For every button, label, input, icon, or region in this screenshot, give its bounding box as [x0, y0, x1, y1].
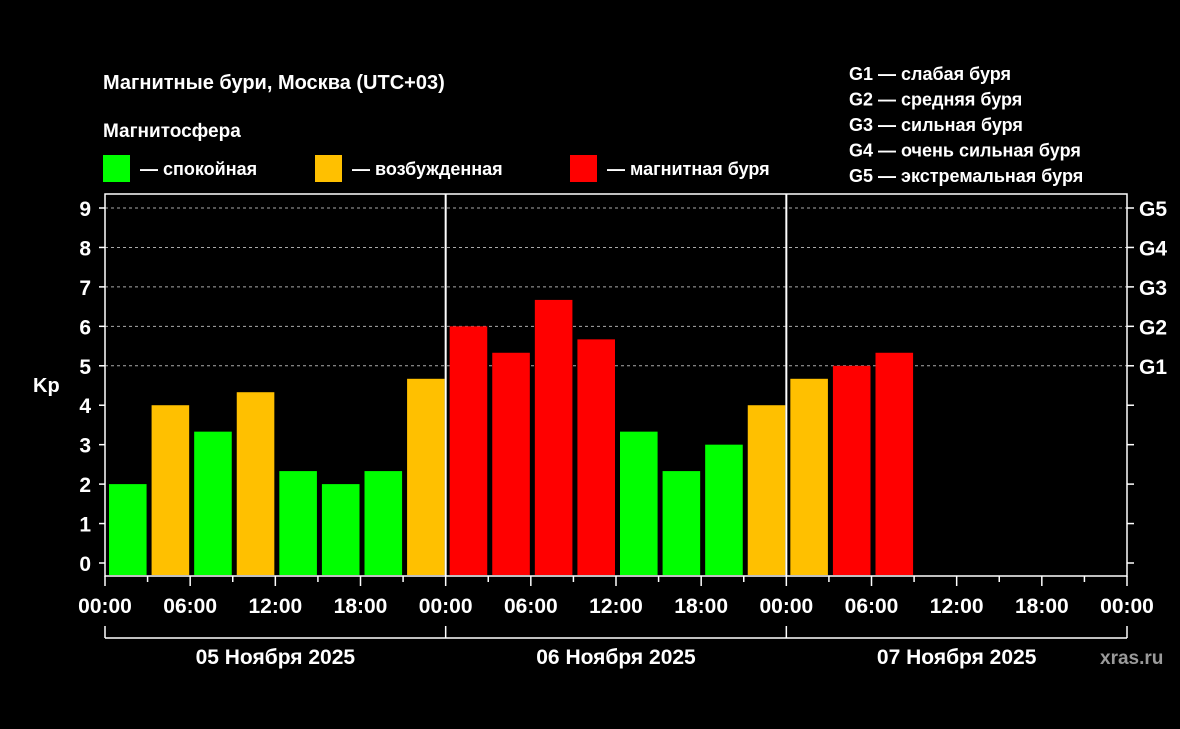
legend: — спокойная — возбужденная — магнитная бур… [103, 155, 770, 182]
g-legend-item: G2 — средняя буря [849, 90, 1022, 110]
legend-label: — магнитная буря [607, 159, 770, 179]
bar [620, 431, 658, 575]
g-tick-label: G1 [1139, 356, 1167, 379]
bar [109, 484, 147, 575]
y-tick-label: 4 [79, 395, 91, 418]
y-tick-label: 1 [79, 514, 91, 537]
x-tick-label: 06:00 [163, 595, 217, 618]
y-tick-label: 8 [79, 237, 91, 260]
bar [832, 365, 871, 575]
bar [279, 471, 317, 575]
x-tick-label: 18:00 [1015, 595, 1069, 618]
bar [236, 392, 275, 575]
bar [151, 405, 190, 575]
legend-label: — спокойная [140, 159, 257, 179]
bar [194, 431, 232, 575]
g-tick-label: G2 [1139, 316, 1167, 339]
y-tick-label: 2 [79, 474, 91, 497]
y-tick-label: 7 [79, 277, 91, 300]
y-tick-label: 9 [79, 198, 91, 221]
bar [662, 471, 701, 575]
bar [705, 444, 743, 575]
bar [492, 352, 530, 575]
g-legend-item: G1 — слабая буря [849, 64, 1011, 84]
bar [449, 326, 488, 575]
day-label: 06 Ноября 2025 [536, 646, 696, 669]
legend-swatch [570, 155, 597, 182]
x-tick-label: 00:00 [419, 595, 473, 618]
day-label: 07 Ноября 2025 [877, 646, 1037, 669]
g-scale-legend: G1 — слабая буря G2 — средняя буря G3 — си… [849, 64, 1083, 186]
g-legend-item: G5 — экстремальная буря [849, 166, 1083, 186]
g-legend-item: G3 — сильная буря [849, 115, 1023, 135]
x-tick-label: 12:00 [930, 595, 984, 618]
x-tick-label: 00:00 [1100, 595, 1154, 618]
bar [534, 299, 573, 575]
x-tick-label: 06:00 [504, 595, 558, 618]
y-axis-label: Kp [33, 375, 60, 397]
x-tick-label: 12:00 [248, 595, 302, 618]
x-tick-label: 00:00 [759, 595, 813, 618]
bar [875, 352, 914, 575]
y-tick-label: 5 [79, 356, 91, 379]
plot-area: 0 1 2 3 4 5 6 7 8 9 G1 G2 G3 G4 G5 00:00 06:00 12:00 18:00… [78, 193, 1167, 669]
x-tick-label: 18:00 [334, 595, 388, 618]
bar [407, 378, 445, 575]
day-label: 05 Ноября 2025 [196, 646, 356, 669]
x-tick-label: 00:00 [78, 595, 132, 618]
legend-title: Магнитосфера [103, 121, 241, 142]
y-tick-label: 0 [79, 553, 91, 576]
y-tick-label: 6 [79, 316, 91, 339]
x-tick-label: 12:00 [589, 595, 643, 618]
g-tick-label: G5 [1139, 198, 1167, 221]
bar [321, 484, 360, 575]
g-tick-label: G4 [1139, 237, 1167, 260]
x-tick-label: 18:00 [674, 595, 728, 618]
legend-swatch [315, 155, 342, 182]
bar [747, 405, 786, 575]
x-tick-label: 06:00 [845, 595, 899, 618]
legend-swatch [103, 155, 130, 182]
watermark: xras.ru [1100, 648, 1163, 669]
chart-title: Магнитные бури, Москва (UTC+03) [103, 72, 445, 94]
y-tick-label: 3 [79, 435, 91, 458]
bar [364, 471, 403, 575]
g-legend-item: G4 — очень сильная буря [849, 141, 1081, 161]
bar [790, 378, 828, 575]
legend-label: — возбужденная [352, 159, 503, 179]
bar [577, 339, 615, 575]
g-tick-label: G3 [1139, 277, 1167, 300]
